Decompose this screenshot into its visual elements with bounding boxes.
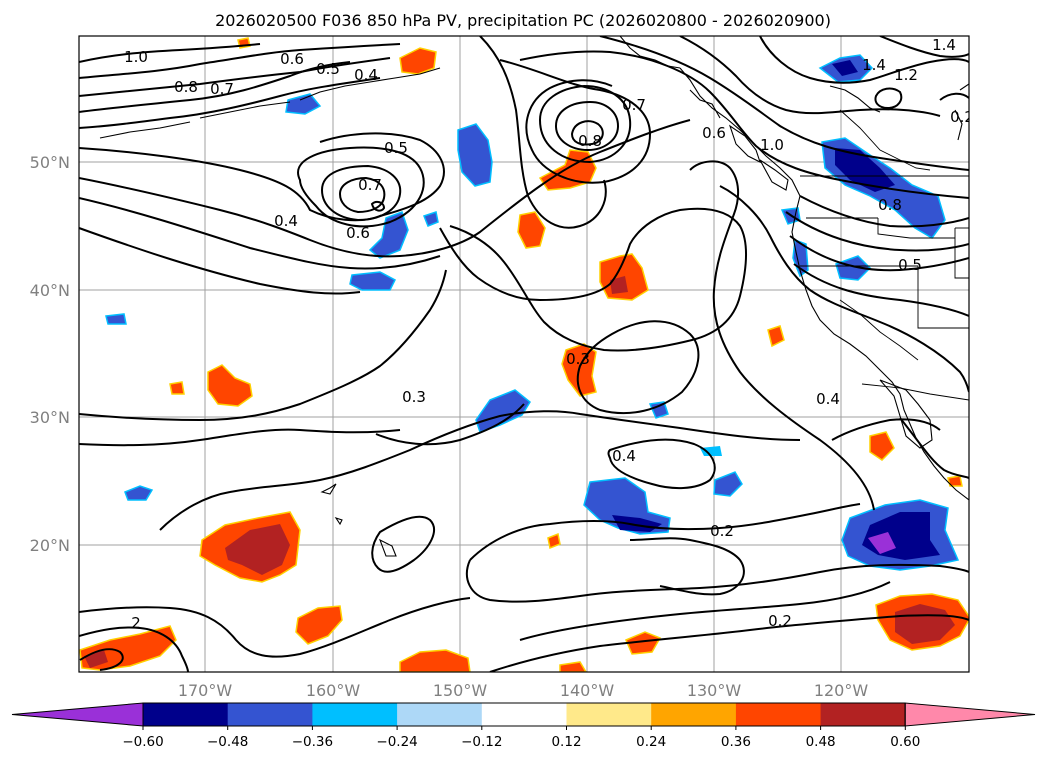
contour-label: 0.4	[612, 447, 636, 465]
contour-label: 0.2	[710, 522, 734, 540]
colorbar-extend-max	[904, 702, 1036, 727]
precip-negative-area	[713, 471, 743, 497]
contour-label: 0.2	[768, 612, 792, 630]
contour-label: 1.0	[124, 48, 148, 66]
lat-label-30n: 30°N	[30, 408, 70, 427]
precip-shading	[79, 37, 969, 672]
colorbar-tick-label: −0.12	[461, 734, 502, 750]
precip-negative-area	[583, 477, 671, 535]
lon-label-140w: 140°W	[560, 681, 615, 700]
contour-label: 0.3	[566, 350, 590, 368]
precip-positive-area	[625, 631, 662, 655]
contour-label: 0.7	[622, 96, 646, 114]
colorbar-tick-label: −0.60	[122, 734, 163, 750]
contour-label: 0.6	[702, 124, 726, 142]
contour-label: 0.6	[346, 224, 370, 242]
precip-positive-area	[547, 532, 561, 550]
colorbar-cell	[227, 703, 313, 726]
colorbar-cell	[651, 703, 737, 726]
contour-label: 0.3	[402, 388, 426, 406]
colorbar-cell	[143, 703, 229, 726]
lon-label-170w: 170°W	[178, 681, 233, 700]
colorbar-tick-label: −0.24	[376, 734, 417, 750]
colorbar-cell	[397, 703, 483, 726]
precip-negative-area	[124, 485, 154, 501]
precip-positive-area	[207, 364, 253, 407]
colorbar-cell	[566, 703, 652, 726]
map-panel: 1.0 0.8 0.7 0.6 0.5 0.4 0.5 0.7 0.6 0.4 …	[79, 36, 974, 672]
lon-label-160w: 160°W	[306, 681, 361, 700]
contour-label: 0.4	[816, 390, 840, 408]
colorbar-frame	[142, 702, 906, 727]
contour-label: 1.4	[932, 36, 956, 54]
lon-label-150w: 150°W	[433, 681, 488, 700]
contour-label: 0.6	[280, 50, 304, 68]
contour-label: 0.7	[358, 176, 382, 194]
precip-negative-area	[457, 123, 493, 187]
colorbar-tick-label: 0.24	[636, 734, 666, 750]
colorbar-tick-label: −0.48	[207, 734, 248, 750]
precip-positive-area	[399, 649, 471, 672]
contour-label: 0.5	[316, 60, 340, 78]
colorbar: −0.60 −0.48 −0.36 −0.24 −0.12 0.12 0.24 0.36 0.4…	[11, 702, 1036, 750]
contour-label: 0.8	[578, 132, 602, 150]
contour-label: 0.5	[898, 256, 922, 274]
colorbar-cell	[735, 703, 822, 726]
colorbar-tick-label: 0.36	[721, 734, 751, 750]
precip-negative-area	[349, 271, 396, 291]
precip-positive-area	[559, 661, 587, 672]
colorbar-tick-label: 0.12	[551, 734, 581, 750]
precip-negative-area	[105, 313, 127, 325]
contour-label: 0.4	[354, 66, 378, 84]
precip-positive-area	[517, 211, 546, 249]
colorbar-cell	[820, 703, 906, 726]
precip-negative-area	[423, 211, 439, 227]
colorbar-cell	[312, 703, 398, 726]
contour-label: 0.5	[384, 139, 408, 157]
lon-label-120w: 120°W	[814, 681, 869, 700]
colorbar-cell	[481, 703, 568, 726]
precip-positive-area	[869, 431, 895, 461]
lat-label-50n: 50°N	[30, 153, 70, 172]
contour-label: 0.4	[274, 212, 298, 230]
contour-label: 0.2	[950, 108, 974, 126]
precip-negative-area	[285, 93, 322, 115]
colorbar-tick-label: 0.60	[890, 734, 920, 750]
map-frame	[78, 35, 970, 673]
contour-label: 1.0	[760, 136, 784, 154]
colorbar-extend-min	[11, 702, 144, 727]
contour-label: 0.8	[174, 78, 198, 96]
precip-positive-area	[399, 47, 437, 75]
precip-positive-area	[295, 605, 343, 645]
figure-title: 2026020500 F036 850 hPa PV, precipitatio…	[215, 11, 831, 30]
precip-negative-area	[648, 401, 669, 419]
latitude-labels: 50°N 40°N 30°N 20°N	[30, 153, 70, 555]
precip-positive-area	[169, 381, 185, 395]
colorbar-tick-label: 0.48	[806, 734, 836, 750]
pv-contours	[79, 36, 969, 672]
colorbar-tick-label: −0.36	[292, 734, 333, 750]
contour-label: 0.7	[210, 80, 234, 98]
longitude-labels: 170°W 160°W 150°W 140°W 130°W 120°W	[178, 681, 869, 700]
lat-label-40n: 40°N	[30, 281, 70, 300]
lon-label-130w: 130°W	[687, 681, 742, 700]
contour-label: 2	[131, 614, 141, 632]
contour-label: 0.8	[878, 196, 902, 214]
contour-labels: 1.0 0.8 0.7 0.6 0.5 0.4 0.5 0.7 0.6 0.4 …	[124, 36, 974, 632]
precip-negative-area	[835, 255, 872, 281]
contour-label: 1.4	[862, 56, 886, 74]
contour-label: 1.2	[894, 66, 918, 84]
political-borders	[800, 109, 969, 401]
lat-label-20n: 20°N	[30, 536, 70, 555]
precip-positive-area	[767, 325, 785, 348]
